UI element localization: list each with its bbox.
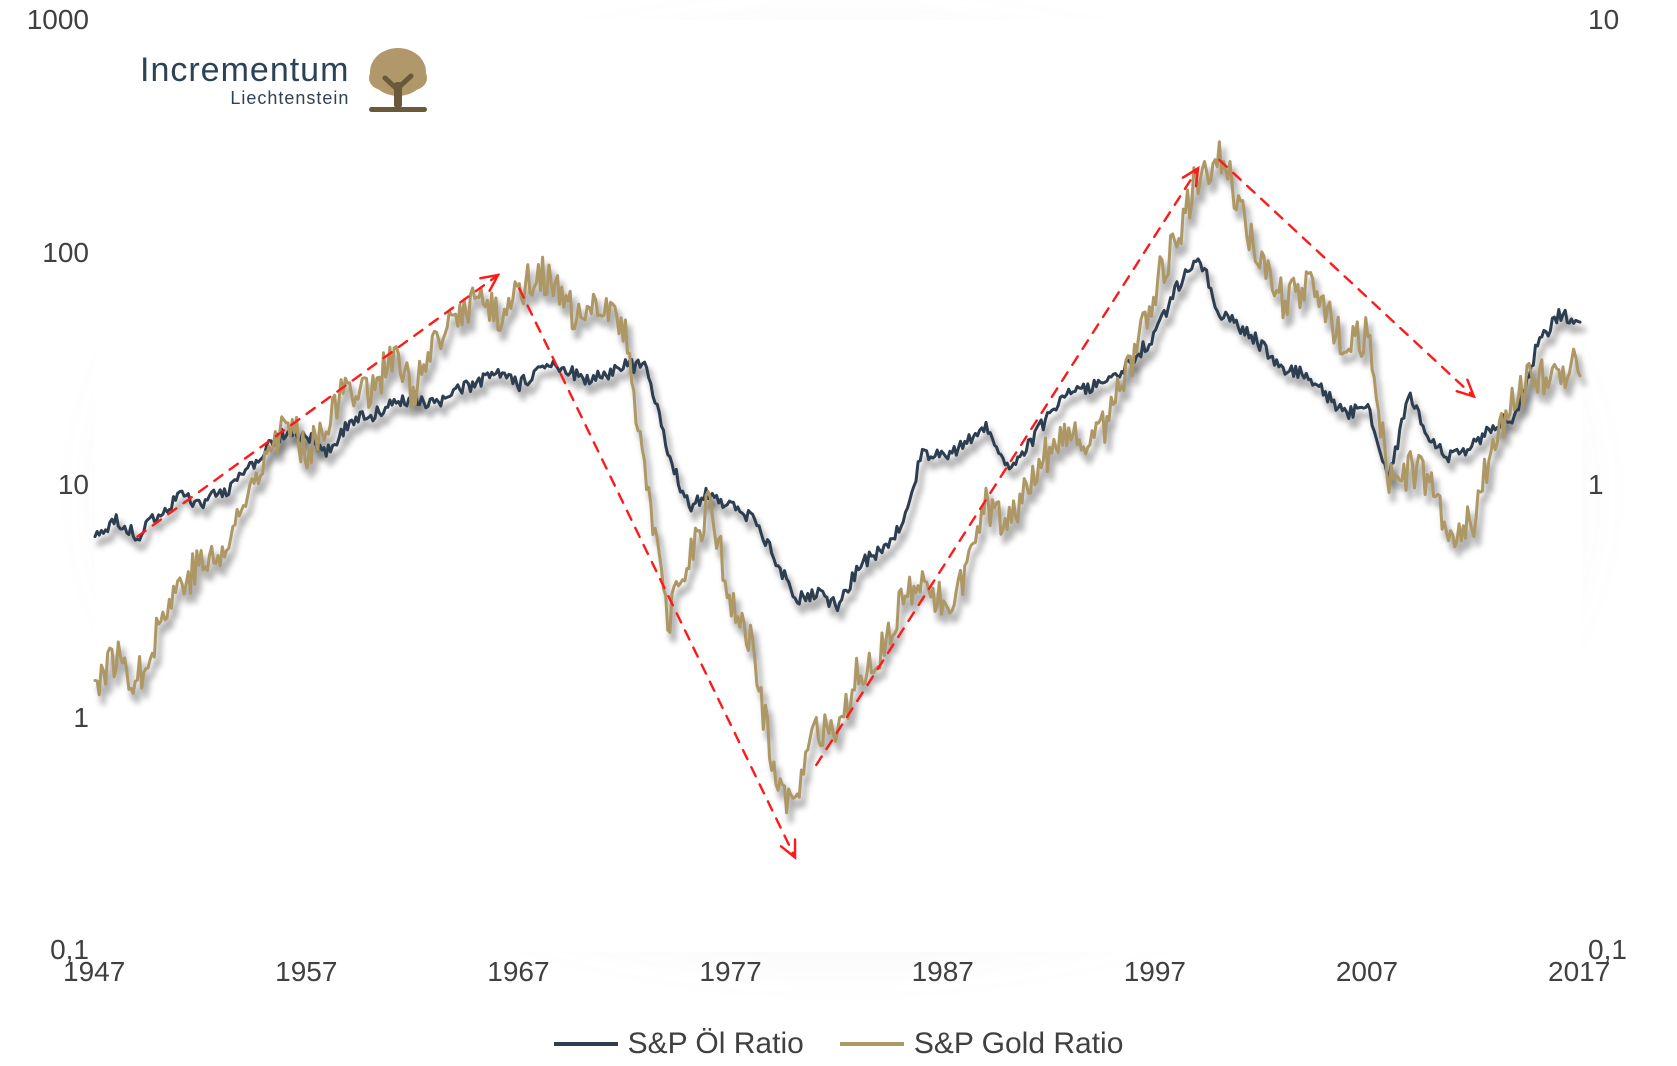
sp_gold-line xyxy=(95,142,1580,813)
legend-item: S&P Öl Ratio xyxy=(554,1027,804,1061)
x-tick: 2017 xyxy=(1548,956,1610,988)
y-right-tick: 10 xyxy=(1588,4,1619,36)
x-tick: 1957 xyxy=(275,956,337,988)
trend-arrow-1 xyxy=(519,289,795,858)
x-tick: 1977 xyxy=(699,956,761,988)
y-left-tick: 10 xyxy=(58,469,89,501)
legend-item: S&P Gold Ratio xyxy=(840,1027,1124,1061)
y-right-tick: 1 xyxy=(1588,469,1604,501)
brand-name: Incrementum xyxy=(140,51,349,90)
x-tick: 1997 xyxy=(1124,956,1186,988)
y-left-tick: 100 xyxy=(42,237,89,269)
y-left-tick: 1000 xyxy=(27,4,89,36)
chart-stage: 0,11101001000 0,1110 1947195719671977198… xyxy=(0,0,1677,1066)
x-tick: 1947 xyxy=(63,956,125,988)
legend-swatch xyxy=(840,1042,904,1046)
legend-label: S&P Gold Ratio xyxy=(914,1027,1124,1061)
x-tick: 1967 xyxy=(487,956,549,988)
sp_gold-shadow xyxy=(99,150,1584,821)
legend-label: S&P Öl Ratio xyxy=(628,1027,804,1061)
x-tick: 2007 xyxy=(1336,956,1398,988)
brand-logo: Incrementum Liechtenstein xyxy=(140,44,433,116)
legend-swatch xyxy=(554,1042,618,1046)
tree-icon xyxy=(363,44,433,116)
trend-arrow-0 xyxy=(137,275,498,537)
legend: S&P Öl Ratio S&P Gold Ratio xyxy=(0,1020,1677,1061)
y-left-tick: 1 xyxy=(73,702,89,734)
plot-svg xyxy=(95,20,1580,950)
x-tick: 1987 xyxy=(912,956,974,988)
brand-subtitle: Liechtenstein xyxy=(140,88,349,109)
